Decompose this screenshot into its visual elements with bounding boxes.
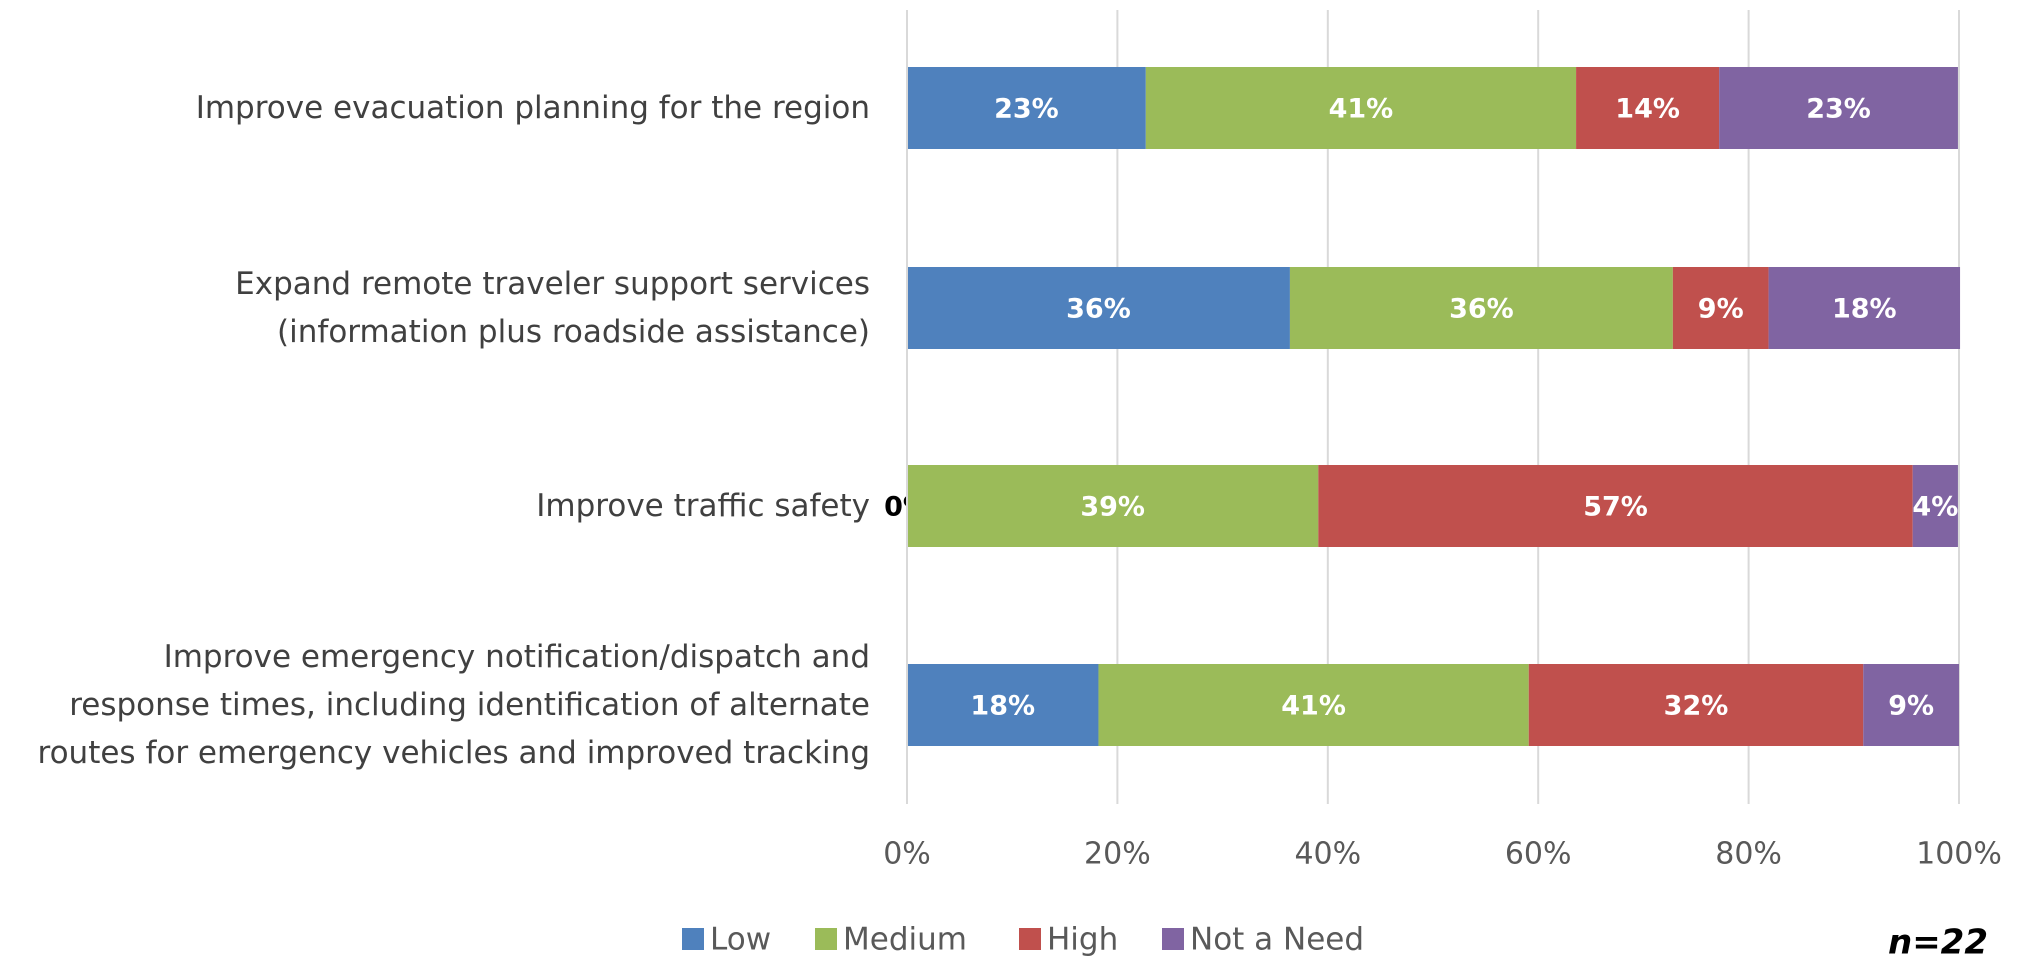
data-label: 36% <box>1449 294 1514 325</box>
data-label: 18% <box>1832 294 1897 325</box>
bar-segment <box>1672 267 1769 349</box>
bar-segment <box>1719 67 1958 149</box>
bar-segment <box>1912 465 1958 547</box>
data-label: 41% <box>1281 691 1346 722</box>
data-label: 9% <box>1888 691 1934 722</box>
legend-swatch <box>682 928 704 950</box>
data-label: 23% <box>994 94 1059 125</box>
legend-label: Low <box>710 922 771 958</box>
legend-label: Not a Need <box>1190 922 1364 958</box>
sample-size: n=22 <box>1888 923 1988 960</box>
bar-segment <box>907 465 1319 547</box>
category-label: Improve emergency notification/dispatch … <box>37 639 870 771</box>
legend-label: High <box>1047 922 1118 958</box>
category-label: Expand remote traveler support services … <box>235 266 870 350</box>
x-tick-label: 40% <box>1294 837 1361 872</box>
data-label: 23% <box>1806 94 1871 125</box>
bar-segment <box>1528 664 1864 746</box>
bar-segment <box>907 267 1290 349</box>
data-label: 39% <box>1080 492 1145 523</box>
bar-segment <box>907 67 1146 149</box>
data-label: 57% <box>1583 492 1648 523</box>
x-tick-label: 0% <box>883 837 931 872</box>
data-label: 4% <box>1912 492 1958 523</box>
legend-swatch <box>1162 928 1184 950</box>
bar-segment <box>1863 664 1959 746</box>
data-label: 32% <box>1664 691 1729 722</box>
bar-segment <box>1145 67 1577 149</box>
data-label: 9% <box>1698 294 1744 325</box>
category-label: Improve traffic safety <box>536 488 870 524</box>
data-label: 41% <box>1329 94 1394 125</box>
category-label: Improve evacuation planning for the regi… <box>195 90 870 126</box>
bar-segment <box>1318 465 1913 547</box>
bar-segment <box>907 664 1099 746</box>
legend-swatch <box>1019 928 1041 950</box>
x-tick-label: 80% <box>1715 837 1782 872</box>
data-label: 36% <box>1066 294 1131 325</box>
data-label: 14% <box>1615 94 1680 125</box>
x-tick-label: 100% <box>1916 837 2002 872</box>
legend-label: Medium <box>843 922 967 958</box>
bar-segment <box>1098 664 1529 746</box>
legend-swatch <box>815 928 837 950</box>
bar-segment <box>1768 267 1961 349</box>
x-tick-label: 60% <box>1505 837 1572 872</box>
x-tick-label: 20% <box>1084 837 1151 872</box>
bar-segment <box>1576 67 1720 149</box>
data-label: 18% <box>970 691 1035 722</box>
bar-segment <box>1289 267 1673 349</box>
